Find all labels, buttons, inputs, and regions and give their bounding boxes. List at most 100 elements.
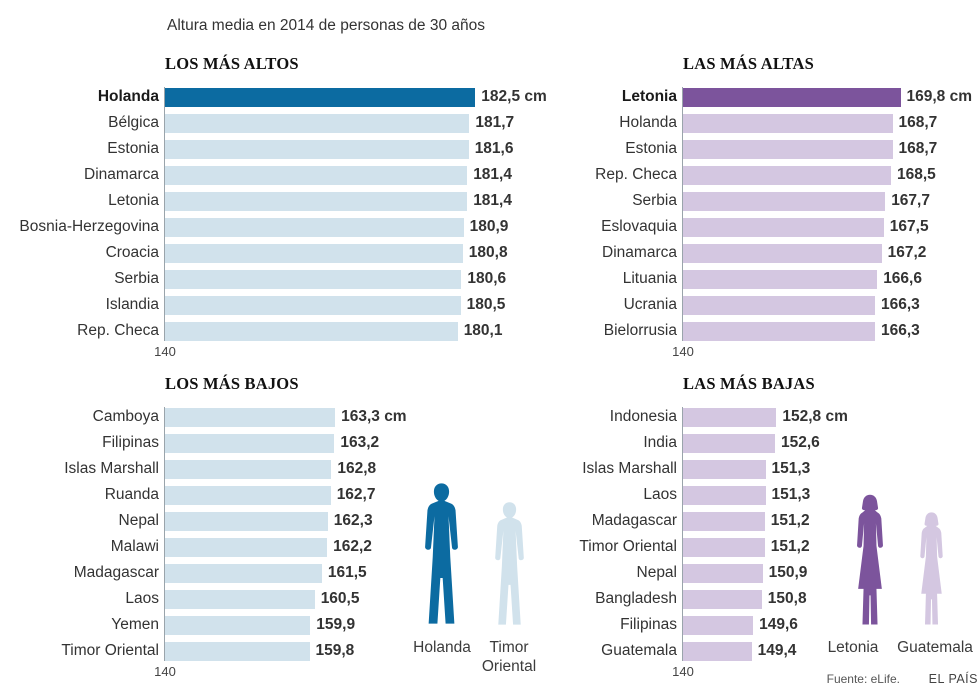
value-label: 150,8 <box>767 590 807 607</box>
country-label: Ruanda <box>104 486 159 503</box>
height-bar <box>165 165 468 185</box>
bar-row: India 152,6 <box>518 430 848 456</box>
value-label: 152,6 <box>781 434 820 451</box>
country-label: Madagascar <box>73 564 159 581</box>
height-bar <box>165 321 458 341</box>
chart-section-title: LAS MÁS BAJAS <box>683 374 815 393</box>
country-label: Laos <box>643 486 677 503</box>
country-label: Rep. Checa <box>595 166 677 183</box>
brand-credit: EL PAÍS <box>928 672 978 686</box>
value-label: 162,8 <box>337 460 377 477</box>
bar-row: Holanda 182,5 cm <box>0 84 547 110</box>
value-label: 151,2 <box>770 538 810 555</box>
country-label: Indonesia <box>609 408 677 425</box>
bar-row: Serbia 180,6 <box>0 266 547 292</box>
bar-row: Islas Marshall 162,8 <box>0 456 407 482</box>
man-short-label: Timor Oriental <box>481 639 537 675</box>
height-bar <box>165 459 332 479</box>
height-bar <box>165 139 469 159</box>
bar-row: Laos 160,5 <box>0 586 407 612</box>
value-label: 180,9 <box>469 218 509 235</box>
bar-row: Eslovaquia 167,5 <box>518 214 972 240</box>
height-bar <box>683 139 893 159</box>
bar-row: Filipinas 149,6 <box>518 612 848 638</box>
bar-row: Croacia 180,8 <box>0 240 547 266</box>
value-label: 180,6 <box>467 270 507 287</box>
chart-tallest-women: LAS MÁS ALTAS Letonia 169,8 cm Holanda 168,… <box>518 54 980 364</box>
value-label: 160,5 <box>320 590 360 607</box>
bar-rows: Letonia 169,8 cm Holanda 168,7 Estonia 168,7 R… <box>518 84 972 344</box>
country-label: Serbia <box>632 192 677 209</box>
value-label: 149,6 <box>759 616 798 633</box>
bar-row: Laos 151,3 <box>518 482 848 508</box>
country-label: Croacia <box>105 244 159 261</box>
country-label: Bélgica <box>108 114 159 131</box>
value-label: 163,3 cm <box>341 408 407 425</box>
man-tall-silhouette-icon <box>425 483 458 624</box>
country-label: Malawi <box>110 538 159 555</box>
country-label: Bosnia-Herzegovina <box>19 218 159 235</box>
country-label: Filipinas <box>102 434 159 451</box>
value-label: 162,7 <box>336 486 376 503</box>
value-label: 181,7 <box>475 114 515 131</box>
height-bar <box>165 537 328 557</box>
value-label: 181,4 <box>473 192 512 209</box>
chart-tallest-men: LOS MÁS ALTOS Holanda 182,5 cm Bélgica 181,… <box>0 54 546 364</box>
y-axis-line <box>682 87 683 341</box>
axis-min-label: 140 <box>672 344 694 359</box>
chart-section-title: LOS MÁS BAJOS <box>165 374 299 393</box>
height-bar <box>683 615 754 635</box>
value-label: 181,4 <box>473 166 512 183</box>
value-label: 151,3 <box>771 486 811 503</box>
country-label: Serbia <box>114 270 159 287</box>
height-bar <box>165 217 464 237</box>
woman-short-label: Guatemala <box>897 639 973 656</box>
bar-row: Estonia 168,7 <box>518 136 972 162</box>
country-label: Dinamarca <box>84 166 159 183</box>
height-bar <box>165 433 335 453</box>
woman-tall-silhouette-icon <box>857 494 883 625</box>
country-label: Holanda <box>97 88 159 105</box>
bar-row: Nepal 162,3 <box>0 508 407 534</box>
bar-row: Bélgica 181,7 <box>0 110 547 136</box>
bar-row: Madagascar 161,5 <box>0 560 407 586</box>
country-label: Dinamarca <box>602 244 677 261</box>
value-label: 166,3 <box>881 296 920 313</box>
country-label: Timor Oriental <box>61 642 159 659</box>
height-bar <box>683 321 875 341</box>
height-bar <box>683 165 891 185</box>
height-bar <box>165 563 322 583</box>
value-label: 161,5 <box>327 564 367 581</box>
country-label: Nepal <box>118 512 160 529</box>
height-bar <box>165 485 331 505</box>
bar-rows: Camboya 163,3 cm Filipinas 163,2 Islas Marsh… <box>0 404 407 664</box>
bar-rows: Holanda 182,5 cm Bélgica 181,7 Estonia 181,6 D… <box>0 84 547 344</box>
country-label: Holanda <box>619 114 677 131</box>
country-label: Islas Marshall <box>582 460 677 477</box>
country-label: Letonia <box>108 192 159 209</box>
country-label: Bangladesh <box>595 590 677 607</box>
axis-min-label: 140 <box>672 664 694 679</box>
bar-row: Nepal 150,9 <box>518 560 848 586</box>
bar-row: Dinamarca 167,2 <box>518 240 972 266</box>
bar-row: Bangladesh 150,8 <box>518 586 848 612</box>
height-bar <box>683 433 775 453</box>
country-label: Nepal <box>636 564 678 581</box>
country-label: Eslovaquia <box>601 218 677 235</box>
height-bar <box>165 113 470 133</box>
bar-row: Yemen 159,9 <box>0 612 407 638</box>
value-label: 162,3 <box>333 512 373 529</box>
value-label: 159,8 <box>315 642 355 659</box>
bar-row: Letonia 181,4 <box>0 188 547 214</box>
height-bar <box>165 87 476 107</box>
bar-row: Guatemala 149,4 <box>518 638 848 664</box>
height-bar <box>683 537 765 557</box>
height-bar <box>165 511 328 531</box>
bar-row: Rep. Checa 180,1 <box>0 318 547 344</box>
height-bar <box>165 589 315 609</box>
value-label: 168,5 <box>897 166 936 183</box>
value-label: 167,2 <box>887 244 927 261</box>
value-label: 151,3 <box>771 460 811 477</box>
country-label: Guatemala <box>601 642 677 659</box>
y-axis-line <box>164 87 165 341</box>
